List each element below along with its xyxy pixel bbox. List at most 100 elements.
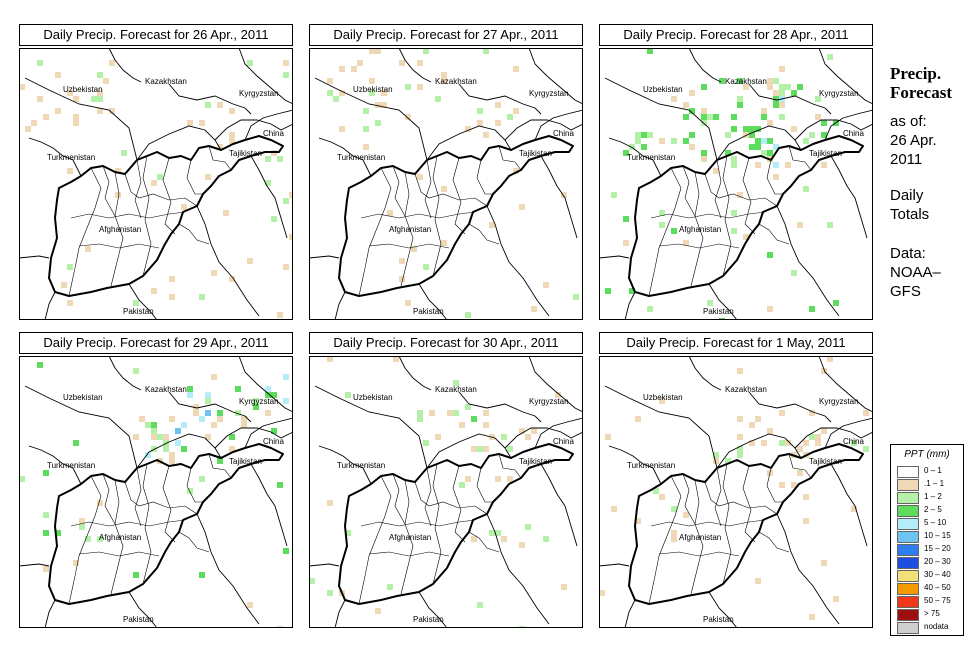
- country-border: [504, 119, 583, 141]
- precip-cell: [145, 452, 151, 458]
- legend-swatch: [897, 622, 919, 634]
- data-source-model: GFS: [890, 283, 921, 300]
- country-border: [244, 417, 293, 449]
- country-border: [458, 83, 542, 115]
- province-border: [124, 173, 198, 207]
- panel-title: Daily Precip. Forecast for 29 Apr., 2011: [19, 332, 293, 354]
- precip-cell: [369, 78, 375, 84]
- afghanistan-border: [48, 443, 284, 605]
- precip-cell: [223, 210, 229, 216]
- precip-cell: [599, 590, 605, 596]
- precip-cell: [755, 144, 761, 150]
- province-border: [766, 159, 783, 195]
- province-border: [704, 481, 778, 515]
- country-label-uzbekistan: Uzbekistan: [63, 393, 103, 402]
- precip-cell: [241, 422, 247, 428]
- precip-cell: [471, 416, 477, 422]
- precip-cell: [199, 572, 205, 578]
- as-of-year: 2011: [890, 151, 923, 168]
- precip-cell: [399, 60, 405, 66]
- precip-cells: [605, 48, 839, 320]
- precip-cell: [217, 416, 223, 422]
- precip-cell: [737, 192, 743, 198]
- precip-cell: [277, 312, 283, 318]
- precip-cell: [67, 300, 73, 306]
- country-label-kyrgyzstan: Kyrgyzstan: [819, 397, 859, 406]
- precip-cell: [133, 572, 139, 578]
- precip-cell: [501, 536, 507, 542]
- precip-cell: [513, 66, 519, 72]
- country-label-tajikistan: Tajikistan: [809, 457, 842, 466]
- precip-cell: [507, 114, 513, 120]
- country-label-afghanistan: Afghanistan: [679, 533, 721, 542]
- precip-cell: [423, 48, 429, 54]
- precip-cell: [833, 596, 839, 602]
- precip-cell: [555, 392, 561, 398]
- precip-cell: [229, 138, 235, 144]
- country-border: [599, 563, 630, 567]
- province-border: [722, 155, 732, 277]
- country-label-uzbekistan: Uzbekistan: [643, 85, 683, 94]
- precip-cell: [235, 386, 241, 392]
- province-border: [368, 243, 450, 249]
- province-border: [424, 467, 432, 527]
- country-border: [309, 563, 340, 567]
- precip-cell: [435, 434, 441, 440]
- precip-cell: [205, 434, 211, 440]
- precip-cell: [277, 156, 283, 162]
- afghanistan-border: [338, 135, 574, 297]
- precip-cell: [217, 102, 223, 108]
- precip-cell: [653, 488, 659, 494]
- map-frame: [19, 356, 293, 628]
- legend-label: 2 – 5: [924, 505, 942, 514]
- country-border: [19, 255, 50, 259]
- precip-cell: [821, 162, 827, 168]
- precip-cell: [779, 114, 785, 120]
- precip-cell: [863, 446, 869, 452]
- precip-cell: [689, 90, 695, 96]
- province-border: [392, 473, 406, 525]
- country-border: [540, 463, 578, 547]
- country-border: [528, 48, 583, 105]
- country-label-turkmenistan: Turkmenistan: [337, 461, 385, 470]
- precip-cell: [779, 440, 785, 446]
- legend-label: 40 – 50: [924, 583, 951, 592]
- province-border: [432, 155, 442, 277]
- province-border: [78, 243, 160, 249]
- precip-cell: [327, 90, 333, 96]
- precip-cell: [611, 506, 617, 512]
- precip-cell: [283, 198, 289, 204]
- province-border: [414, 173, 488, 207]
- precip-cell: [31, 120, 37, 126]
- precip-cell: [37, 96, 43, 102]
- precip-cell: [495, 102, 501, 108]
- precip-cell: [205, 392, 211, 398]
- country-border: [776, 513, 840, 625]
- map-frame: [599, 356, 873, 628]
- precip-cell: [683, 240, 689, 246]
- precip-cell: [809, 434, 815, 440]
- precip-cell: [713, 452, 719, 458]
- precip-cell: [157, 434, 163, 440]
- precip-cell: [647, 48, 653, 54]
- precip-cell: [465, 312, 471, 318]
- province-border: [788, 453, 812, 479]
- precip-cell: [339, 90, 345, 96]
- precip-cell: [743, 84, 749, 90]
- map-background: [599, 48, 873, 320]
- precip-cell: [725, 150, 731, 156]
- precip-cell: [43, 530, 49, 536]
- province-border: [788, 145, 812, 171]
- country-label-tajikistan: Tajikistan: [229, 149, 262, 158]
- province-border: [766, 467, 783, 503]
- precip-cell: [265, 392, 271, 398]
- precip-cell: [731, 156, 737, 162]
- province-border: [414, 481, 488, 515]
- precip-cell: [187, 488, 193, 494]
- precip-cell: [731, 162, 737, 168]
- precip-cell: [635, 138, 641, 144]
- precip-cell: [815, 440, 821, 446]
- legend-label: 0 – 1: [924, 466, 942, 475]
- country-label-turkmenistan: Turkmenistan: [627, 461, 675, 470]
- country-border: [318, 445, 372, 485]
